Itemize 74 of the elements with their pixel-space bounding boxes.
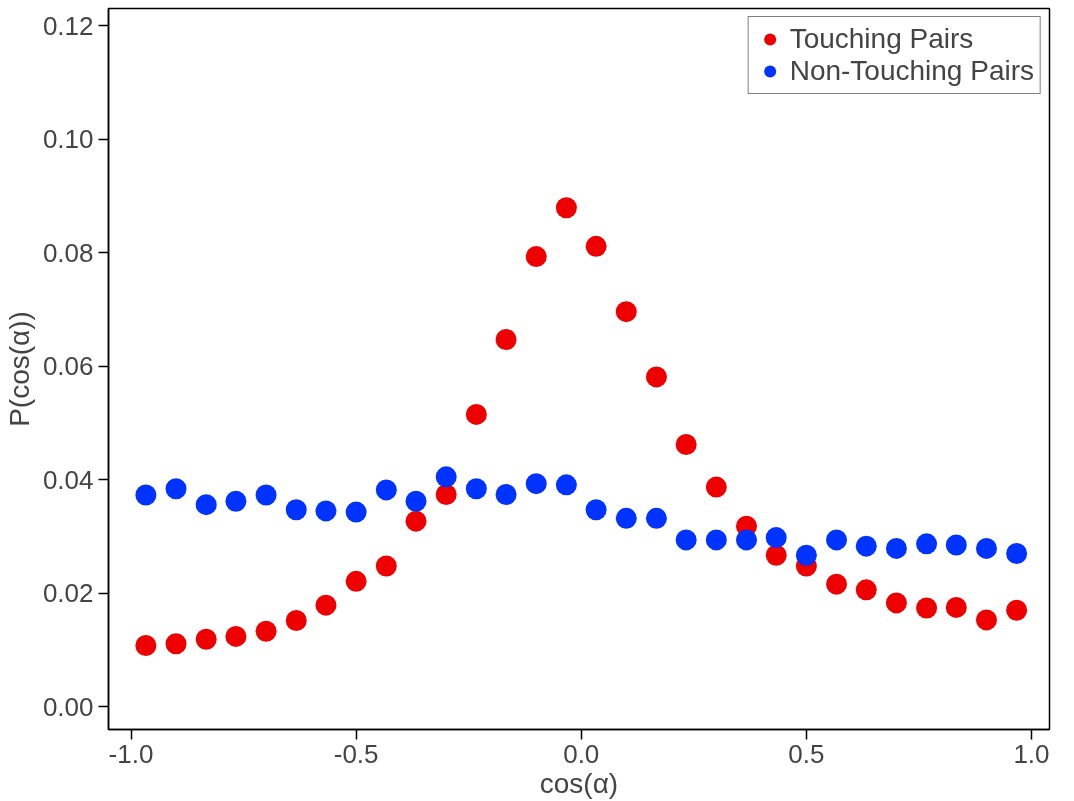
point — [405, 490, 427, 512]
x-tick-label: 0.0 — [563, 738, 600, 769]
x-tick-label: -1.0 — [108, 738, 154, 769]
point — [555, 474, 577, 496]
point — [555, 197, 577, 219]
y-axis-title: P(cos(α)) — [3, 311, 35, 427]
x-axis-title: cos(α) — [539, 767, 619, 799]
y-tick-label: 0.04 — [42, 464, 94, 495]
point — [315, 594, 337, 616]
point — [135, 635, 157, 656]
point — [916, 597, 938, 619]
y-tick-label: 0.00 — [42, 691, 94, 722]
point — [165, 633, 187, 655]
point — [495, 483, 517, 505]
point — [826, 529, 848, 551]
y-tick-label: 0.10 — [42, 124, 94, 155]
point — [435, 466, 457, 488]
point — [165, 478, 187, 500]
point — [916, 533, 938, 555]
point — [826, 573, 848, 595]
point — [735, 529, 757, 551]
y-tick-label: 0.02 — [42, 578, 94, 609]
point — [315, 500, 337, 522]
point — [675, 434, 697, 455]
point — [285, 499, 307, 521]
legend-label: Non-Touching Pairs — [789, 55, 1034, 87]
point — [405, 510, 427, 532]
point — [375, 555, 397, 577]
x-tick-label: 0.5 — [788, 738, 825, 769]
point — [765, 544, 787, 566]
point — [945, 534, 967, 556]
y-tick-label: 0.08 — [42, 237, 94, 268]
point — [975, 609, 997, 631]
legend-label: Touching Pairs — [789, 23, 974, 55]
point — [495, 329, 517, 350]
point — [465, 403, 487, 425]
point — [345, 501, 367, 523]
point — [645, 366, 667, 388]
y-tick-label: 0.12 — [42, 10, 94, 41]
point — [945, 596, 967, 618]
point — [375, 479, 397, 501]
point — [765, 527, 787, 549]
point — [285, 610, 307, 631]
point — [255, 484, 277, 506]
point — [885, 592, 907, 614]
point — [135, 484, 157, 506]
point — [705, 476, 727, 498]
point — [225, 625, 247, 647]
point — [885, 537, 907, 559]
point — [225, 490, 247, 512]
point — [1006, 543, 1028, 564]
point — [1006, 599, 1028, 621]
point — [465, 478, 487, 500]
x-tick-label: 1.0 — [1013, 738, 1050, 769]
x-tick-label: -0.5 — [333, 738, 379, 769]
point — [585, 235, 607, 257]
y-tick-label: 0.06 — [42, 351, 94, 382]
point — [615, 507, 637, 529]
point — [855, 579, 877, 601]
point — [795, 544, 817, 566]
point — [975, 537, 997, 559]
point — [615, 301, 637, 323]
point — [525, 473, 547, 495]
point — [195, 628, 217, 650]
point — [675, 529, 697, 551]
point — [195, 494, 217, 516]
point — [585, 499, 607, 521]
point — [645, 507, 667, 529]
point — [855, 535, 877, 557]
point — [255, 620, 277, 642]
point — [345, 570, 367, 592]
point — [525, 246, 547, 268]
point — [705, 529, 727, 551]
point — [435, 483, 457, 505]
